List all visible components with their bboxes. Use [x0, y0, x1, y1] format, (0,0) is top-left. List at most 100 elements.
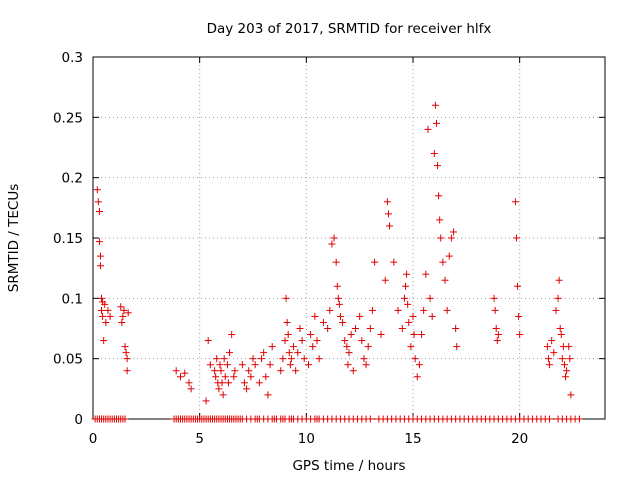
data-point	[384, 210, 392, 218]
data-point	[493, 337, 501, 345]
data-point	[283, 318, 291, 326]
data-point	[364, 343, 372, 351]
data-point	[368, 306, 376, 314]
data-point	[93, 186, 101, 194]
data-point	[556, 325, 564, 332]
data-point	[285, 349, 293, 357]
x-tick-label: 20	[511, 431, 528, 447]
data-point	[557, 331, 565, 339]
data-point	[330, 234, 338, 242]
data-point	[405, 318, 413, 326]
data-point	[404, 300, 412, 308]
data-point	[294, 349, 302, 357]
data-point	[304, 361, 312, 369]
data-point	[558, 355, 566, 363]
data-point	[360, 355, 368, 363]
data-point	[491, 306, 499, 314]
data-point	[95, 238, 103, 246]
data-point	[490, 294, 498, 302]
data-point	[315, 355, 323, 363]
x-tick-label: 10	[298, 431, 315, 447]
data-point	[287, 355, 295, 363]
data-point	[120, 306, 128, 314]
data-point	[358, 337, 366, 345]
data-point	[307, 331, 315, 339]
data-point	[100, 337, 108, 345]
data-point	[492, 325, 500, 332]
data-point	[187, 385, 195, 393]
data-point	[262, 373, 270, 381]
data-point	[247, 373, 255, 381]
data-point	[434, 162, 442, 170]
data-point	[284, 331, 292, 339]
data-point	[118, 318, 126, 326]
data-point	[339, 318, 347, 326]
data-point	[94, 198, 102, 206]
data-point	[345, 349, 353, 357]
data-point	[298, 337, 306, 345]
data-point	[555, 276, 563, 284]
data-point	[121, 415, 129, 423]
data-point	[439, 258, 447, 266]
data-point	[224, 379, 232, 387]
data-point	[334, 294, 342, 302]
data-point	[172, 367, 180, 375]
data-point	[410, 331, 418, 339]
data-point	[213, 355, 221, 363]
data-point	[420, 306, 428, 314]
data-point	[409, 312, 417, 320]
data-point	[204, 337, 212, 345]
data-point	[202, 397, 210, 405]
data-point	[548, 337, 556, 345]
data-point	[258, 355, 266, 363]
data-point	[514, 282, 522, 290]
x-axis-label: GPS time / hours	[292, 458, 405, 474]
data-point	[206, 361, 214, 369]
y-tick-label: 0.3	[62, 50, 83, 66]
data-point	[407, 343, 415, 351]
data-point	[176, 373, 184, 381]
data-point	[243, 385, 251, 393]
data-point	[426, 294, 434, 302]
data-point	[240, 379, 248, 387]
data-point	[255, 379, 263, 387]
data-point	[366, 415, 374, 423]
data-point	[362, 361, 370, 369]
chart-title: Day 203 of 2017, SRMTID for receiver hlf…	[207, 21, 492, 37]
data-point	[218, 379, 226, 387]
data-point	[435, 192, 443, 200]
data-point	[441, 276, 449, 284]
data-point	[390, 258, 398, 266]
data-point	[216, 361, 224, 369]
data-point	[418, 331, 426, 339]
data-point	[123, 355, 131, 363]
data-point	[281, 337, 289, 345]
data-point	[398, 325, 406, 332]
data-point	[335, 300, 343, 308]
data-point	[377, 331, 385, 339]
data-point	[181, 369, 189, 377]
data-point	[565, 343, 573, 351]
data-point	[217, 367, 225, 375]
data-point	[437, 234, 445, 242]
data-point	[511, 198, 519, 206]
data-point	[268, 343, 276, 351]
data-point	[343, 343, 351, 351]
data-point	[566, 355, 574, 363]
data-point	[123, 367, 131, 375]
data-point	[563, 367, 571, 375]
data-point	[562, 373, 570, 381]
y-tick-label: 0.15	[53, 231, 83, 247]
data-point	[264, 391, 272, 399]
data-point	[347, 331, 355, 339]
data-point	[245, 367, 253, 375]
data-point	[300, 355, 308, 363]
data-point	[311, 312, 319, 320]
data-point	[356, 312, 364, 320]
data-point	[575, 415, 583, 423]
data-point	[431, 101, 439, 109]
data-point	[341, 337, 349, 345]
data-point	[544, 355, 552, 363]
data-point	[282, 294, 290, 302]
data-point	[309, 343, 317, 351]
